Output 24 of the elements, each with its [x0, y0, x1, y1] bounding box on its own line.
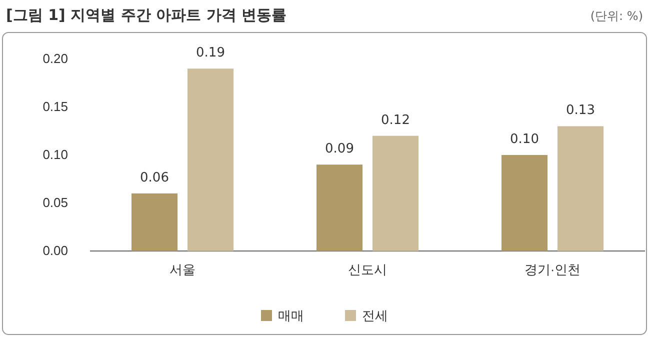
chart-title: [그림 1] 지역별 주간 아파트 가격 변동률	[6, 6, 286, 24]
data-label: 0.19	[196, 46, 225, 61]
y-tick-label: 0.15	[42, 99, 68, 114]
y-tick-label: 0.10	[42, 147, 68, 162]
y-tick-label: 0.05	[42, 195, 68, 210]
bar	[558, 126, 604, 251]
bar	[132, 193, 178, 251]
data-label: 0.12	[381, 112, 410, 128]
text: (단위: %)	[590, 9, 643, 23]
x-tick-label: 서울	[170, 262, 196, 278]
bar	[502, 155, 548, 251]
x-tick-label: 신도시	[348, 262, 387, 278]
data-label: 0.13	[566, 103, 595, 118]
data-label: 0.09	[325, 142, 354, 157]
y-tick-label: 0.00	[42, 243, 68, 258]
bar	[316, 164, 362, 251]
legend-label: 매매	[278, 309, 304, 324]
data-label: 0.06	[140, 170, 169, 186]
bar	[188, 68, 234, 251]
bar	[372, 136, 418, 251]
x-tick-label: 경기·인천	[524, 262, 581, 278]
y-tick-label: 0.20	[42, 51, 68, 66]
legend-label: 전세	[362, 309, 388, 324]
data-label: 0.10	[510, 132, 539, 147]
